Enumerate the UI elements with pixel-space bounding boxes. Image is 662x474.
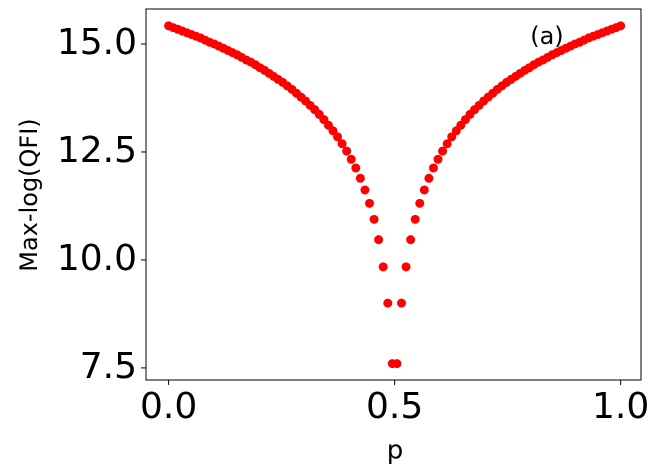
point — [397, 298, 407, 308]
x-tick-label: 0.5 — [366, 386, 423, 427]
x-axis-label: p — [387, 436, 404, 466]
point — [369, 214, 379, 224]
y-tick-label: 12.5 — [57, 130, 137, 171]
point — [433, 154, 443, 164]
point — [401, 262, 411, 272]
point — [383, 298, 393, 308]
point — [438, 146, 448, 156]
point — [419, 185, 429, 195]
x-tick-label: 1.0 — [592, 386, 649, 427]
point — [415, 198, 425, 208]
x-tick-label: 0.0 — [140, 386, 197, 427]
point — [442, 139, 452, 149]
point — [406, 235, 416, 245]
y-axis-label: Max-log(QFI) — [15, 118, 43, 271]
y-tick-label: 10.0 — [57, 238, 137, 279]
point — [616, 21, 626, 31]
point — [428, 163, 438, 173]
point — [392, 359, 402, 369]
point — [333, 132, 343, 142]
point — [374, 235, 384, 245]
point — [424, 173, 434, 183]
point — [360, 185, 370, 195]
y-tick-label: 15.0 — [57, 22, 137, 63]
point — [342, 146, 352, 156]
point — [346, 154, 356, 164]
annotation: (a) — [530, 22, 563, 50]
plot-frame — [145, 8, 642, 381]
point — [364, 198, 374, 208]
point — [355, 173, 365, 183]
point — [351, 163, 361, 173]
point — [410, 214, 420, 224]
y-tick-label: 7.5 — [80, 346, 137, 387]
point — [378, 262, 388, 272]
point — [337, 139, 347, 149]
